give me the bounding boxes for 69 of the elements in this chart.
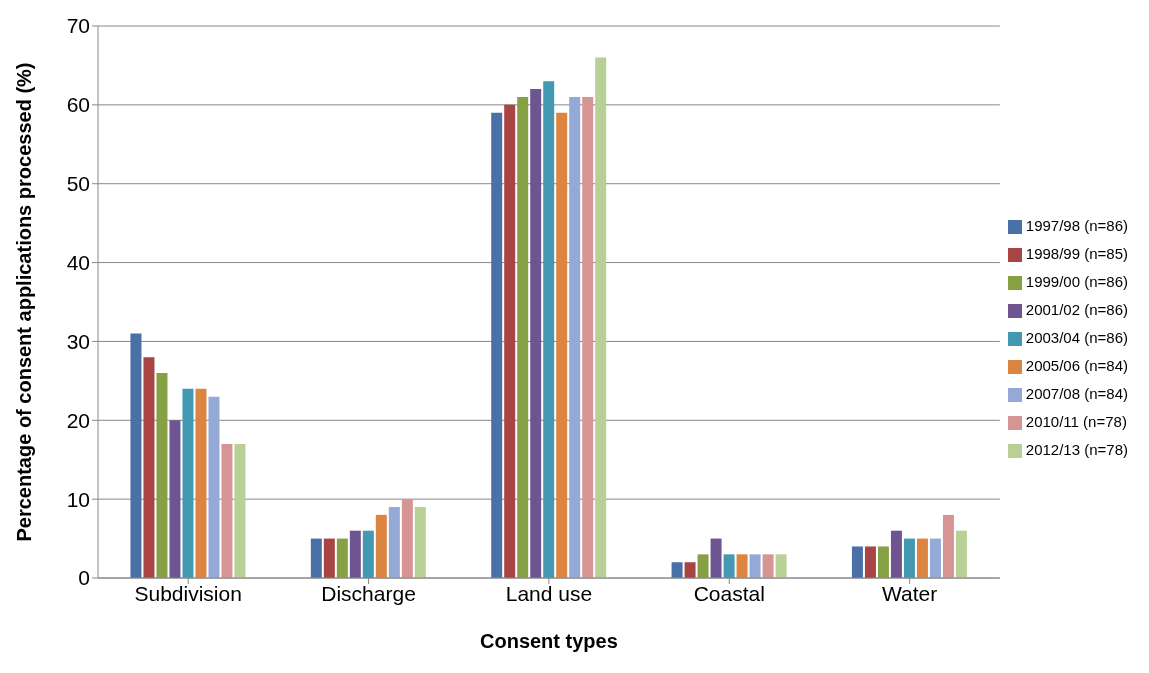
- bar: [942, 514, 954, 578]
- x-tick-label: Discharge: [321, 581, 416, 605]
- x-tick-label: Water: [882, 581, 938, 605]
- y-tick-label: 50: [66, 172, 90, 196]
- y-tick-label: 30: [66, 329, 90, 353]
- bar: [671, 562, 683, 578]
- bar: [736, 554, 748, 578]
- bar: [414, 507, 426, 578]
- bar: [775, 554, 787, 578]
- bar: [130, 333, 142, 578]
- bar: [877, 546, 889, 578]
- legend-label: 1998/99 (n=85): [1025, 245, 1128, 262]
- bar: [208, 396, 220, 578]
- legend-label: 2001/02 (n=86): [1025, 301, 1128, 318]
- bar: [762, 554, 774, 578]
- y-axis-title: Percentage of consent applications processed (%): [13, 62, 36, 542]
- bar: [595, 57, 607, 578]
- bar: [517, 96, 529, 578]
- bar: [310, 538, 322, 578]
- bar: [556, 112, 568, 578]
- bar: [916, 538, 928, 578]
- y-tick-label: 70: [66, 14, 90, 38]
- legend-label: 2010/11 (n=78): [1025, 413, 1127, 430]
- bar: [169, 420, 181, 578]
- legend-label: 2012/13 (n=78): [1025, 441, 1128, 458]
- legend-label: 1999/00 (n=86): [1025, 273, 1128, 290]
- bar: [375, 514, 387, 578]
- bar: [864, 546, 876, 578]
- y-tick-label: 0: [78, 566, 90, 590]
- bar: [362, 530, 374, 578]
- bar: [234, 443, 246, 578]
- x-tick-label: Subdivision: [134, 581, 242, 605]
- bar: [388, 507, 400, 578]
- y-tick-label: 20: [66, 408, 90, 432]
- bar: [323, 538, 335, 578]
- legend-label: 2003/04 (n=86): [1025, 329, 1128, 346]
- legend-label: 1997/98 (n=86): [1025, 217, 1128, 234]
- bar: [182, 388, 194, 578]
- x-axis-title: Consent types: [480, 630, 618, 652]
- bar: [929, 538, 941, 578]
- bar: [491, 112, 503, 578]
- bar: [903, 538, 915, 578]
- bar: [530, 89, 542, 578]
- bar: [336, 538, 348, 578]
- bar: [684, 562, 696, 578]
- legend-label: 2007/08 (n=84): [1025, 385, 1128, 402]
- bar: [504, 104, 516, 578]
- bar: [697, 554, 709, 578]
- y-tick-label: 60: [66, 93, 90, 117]
- bar: [890, 530, 902, 578]
- x-tick-label: Coastal: [693, 581, 765, 605]
- bar: [156, 372, 168, 578]
- bar: [195, 388, 207, 578]
- bar: [955, 530, 967, 578]
- bar: [221, 443, 233, 578]
- bar: [543, 81, 555, 578]
- bar: [749, 554, 761, 578]
- bar: [569, 96, 581, 578]
- y-tick-label: 40: [66, 251, 90, 275]
- bar: [710, 538, 722, 578]
- bar: [143, 357, 155, 578]
- bar: [723, 554, 735, 578]
- y-tick-label: 10: [66, 487, 90, 511]
- bar: [349, 530, 361, 578]
- bar: [582, 96, 594, 578]
- bar: [851, 546, 863, 578]
- legend-label: 2005/06 (n=84): [1025, 357, 1128, 374]
- x-tick-label: Land use: [505, 581, 593, 605]
- bar: [401, 499, 413, 578]
